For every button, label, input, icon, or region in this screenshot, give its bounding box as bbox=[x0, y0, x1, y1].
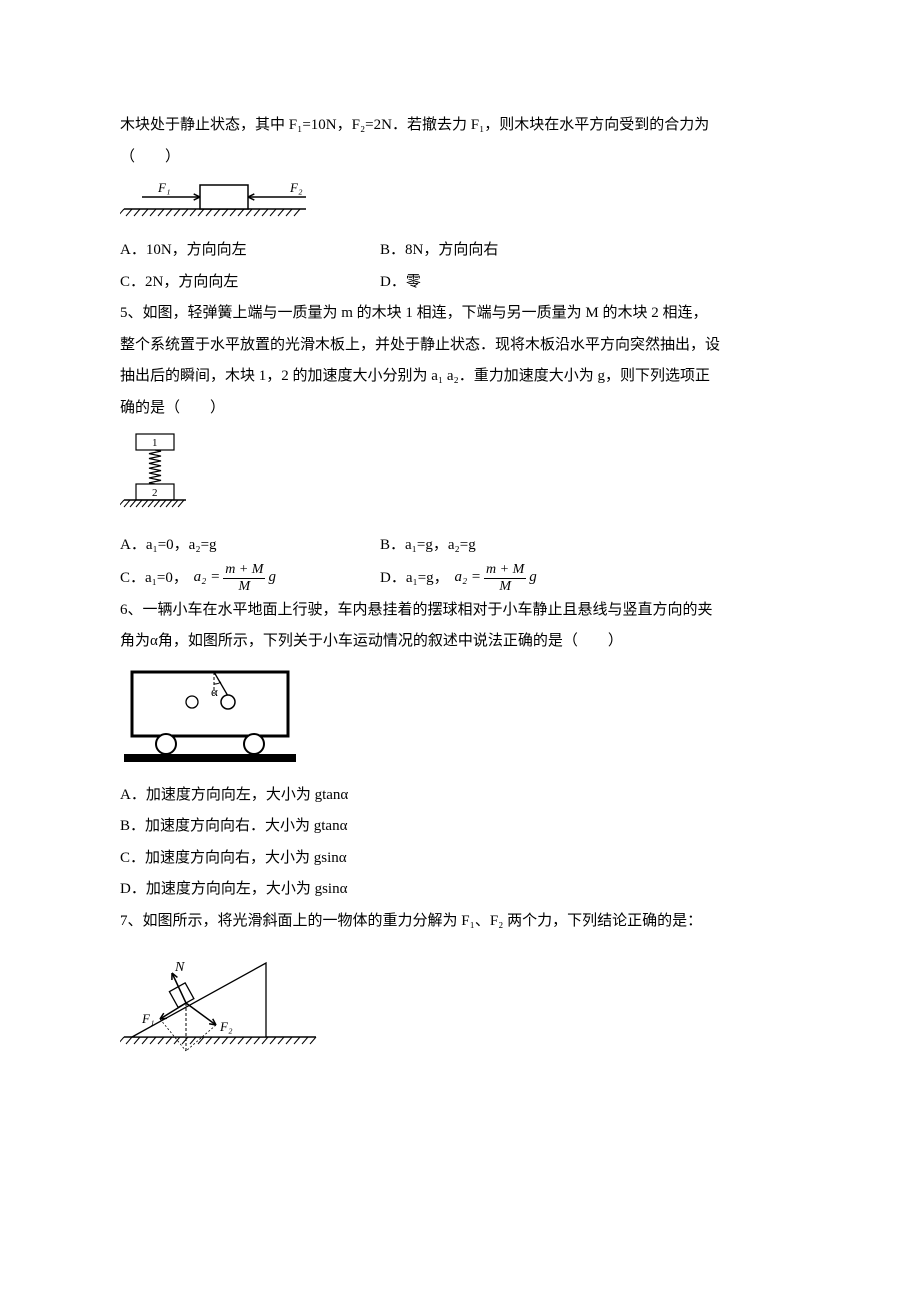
q5-c-num: m + M bbox=[223, 562, 265, 579]
q5-d-a2eq: a₂ = bbox=[454, 562, 481, 594]
q7-figure: N F₁ F₂ mg bbox=[120, 943, 800, 1063]
q6-opt-b: B．加速度方向向右．大小为 gtanα bbox=[120, 811, 800, 843]
q5-stem-3: 抽出后的瞬间，木块 1，2 的加速度大小分别为 a₁ a₂．重力加速度大小为 g… bbox=[120, 361, 800, 393]
q4-options-row1: A．10N，方向向左 B．8N，方向向右 bbox=[120, 235, 800, 267]
q5-d-frac: m + M M bbox=[484, 562, 526, 595]
q4-opt-d: D．零 bbox=[380, 267, 640, 299]
q6-figure: α bbox=[120, 664, 800, 774]
q5-stem-4: 确的是（ ） bbox=[120, 393, 800, 425]
q5-d-num: m + M bbox=[484, 562, 526, 579]
svg-text:F₁: F₁ bbox=[157, 180, 170, 195]
q4-options-row2: C．2N，方向向左 D．零 bbox=[120, 267, 800, 299]
svg-text:mg: mg bbox=[178, 1053, 194, 1059]
q5-c-den: M bbox=[236, 579, 252, 595]
svg-text:2: 2 bbox=[152, 487, 158, 499]
q5-d-den: M bbox=[497, 579, 513, 595]
exam-page: 木块处于静止状态，其中 F₁=10N，F₂=2N．若撤去力 F₁，则木块在水平方… bbox=[0, 0, 920, 1302]
q6-opt-d: D．加速度方向向左，大小为 gsinα bbox=[120, 874, 800, 906]
q5-opt-a: A．a₁=0，a₂=g bbox=[120, 530, 380, 562]
q5-figure: 12 bbox=[120, 430, 800, 524]
q5-opt-c: C．a₁=0， a₂ = m + M M g bbox=[120, 562, 380, 595]
q7-stem: 7、如图所示，将光滑斜面上的一物体的重力分解为 F₁、F₂ 两个力，下列结论正确… bbox=[120, 906, 800, 938]
q5-stem-1: 5、如图，轻弹簧上端与一质量为 m 的木块 1 相连，下端与另一质量为 M 的木… bbox=[120, 298, 800, 330]
q4-figure: F₁ F₂ bbox=[120, 179, 800, 229]
q5-opt-c-pre: C．a₁=0， bbox=[120, 570, 188, 586]
q6-opt-a: A．加速度方向向左，大小为 gtanα bbox=[120, 780, 800, 812]
q6-stem-1: 6、一辆小车在水平地面上行驶，车内悬挂着的摆球相对于小车静止且悬线与竖直方向的夹 bbox=[120, 595, 800, 627]
q5-d-g: g bbox=[529, 562, 537, 594]
q5-c-a2eq: a₂ = bbox=[194, 562, 221, 594]
q5-opt-b: B．a₁=g，a₂=g bbox=[380, 530, 640, 562]
q4-opt-c: C．2N，方向向左 bbox=[120, 267, 380, 299]
q6-stem-2: 角为α角，如图所示，下列关于小车运动情况的叙述中说法正确的是（ ） bbox=[120, 626, 800, 658]
q6-opt-c: C．加速度方向向右，大小为 gsinα bbox=[120, 843, 800, 875]
q5-options-row2: C．a₁=0， a₂ = m + M M g D．a₁=g， a₂ = m + … bbox=[120, 562, 800, 595]
svg-text:α: α bbox=[211, 684, 218, 699]
q5-opt-d-formula: a₂ = m + M M g bbox=[452, 562, 538, 595]
svg-text:F₂: F₂ bbox=[219, 1019, 233, 1034]
q5-opt-d-pre: D．a₁=g， bbox=[380, 570, 449, 586]
q5-opt-c-formula: a₂ = m + M M g bbox=[192, 562, 278, 595]
svg-text:N: N bbox=[174, 960, 185, 975]
q5-opt-d: D．a₁=g， a₂ = m + M M g bbox=[380, 562, 640, 595]
q4-stem-line1: 木块处于静止状态，其中 F₁=10N，F₂=2N．若撤去力 F₁，则木块在水平方… bbox=[120, 110, 800, 142]
q4-opt-b: B．8N，方向向右 bbox=[380, 235, 640, 267]
q5-c-frac: m + M M bbox=[223, 562, 265, 595]
q5-c-g: g bbox=[268, 562, 276, 594]
svg-text:1: 1 bbox=[152, 437, 158, 449]
q4-opt-a: A．10N，方向向左 bbox=[120, 235, 380, 267]
svg-text:F₂: F₂ bbox=[289, 180, 303, 195]
q4-stem-line2: （ ） bbox=[120, 142, 800, 174]
q5-options-row1: A．a₁=0，a₂=g B．a₁=g，a₂=g bbox=[120, 530, 800, 562]
q5-stem-2: 整个系统置于水平放置的光滑木板上，并处于静止状态．现将木板沿水平方向突然抽出，设 bbox=[120, 330, 800, 362]
svg-text:F₁: F₁ bbox=[141, 1011, 154, 1026]
